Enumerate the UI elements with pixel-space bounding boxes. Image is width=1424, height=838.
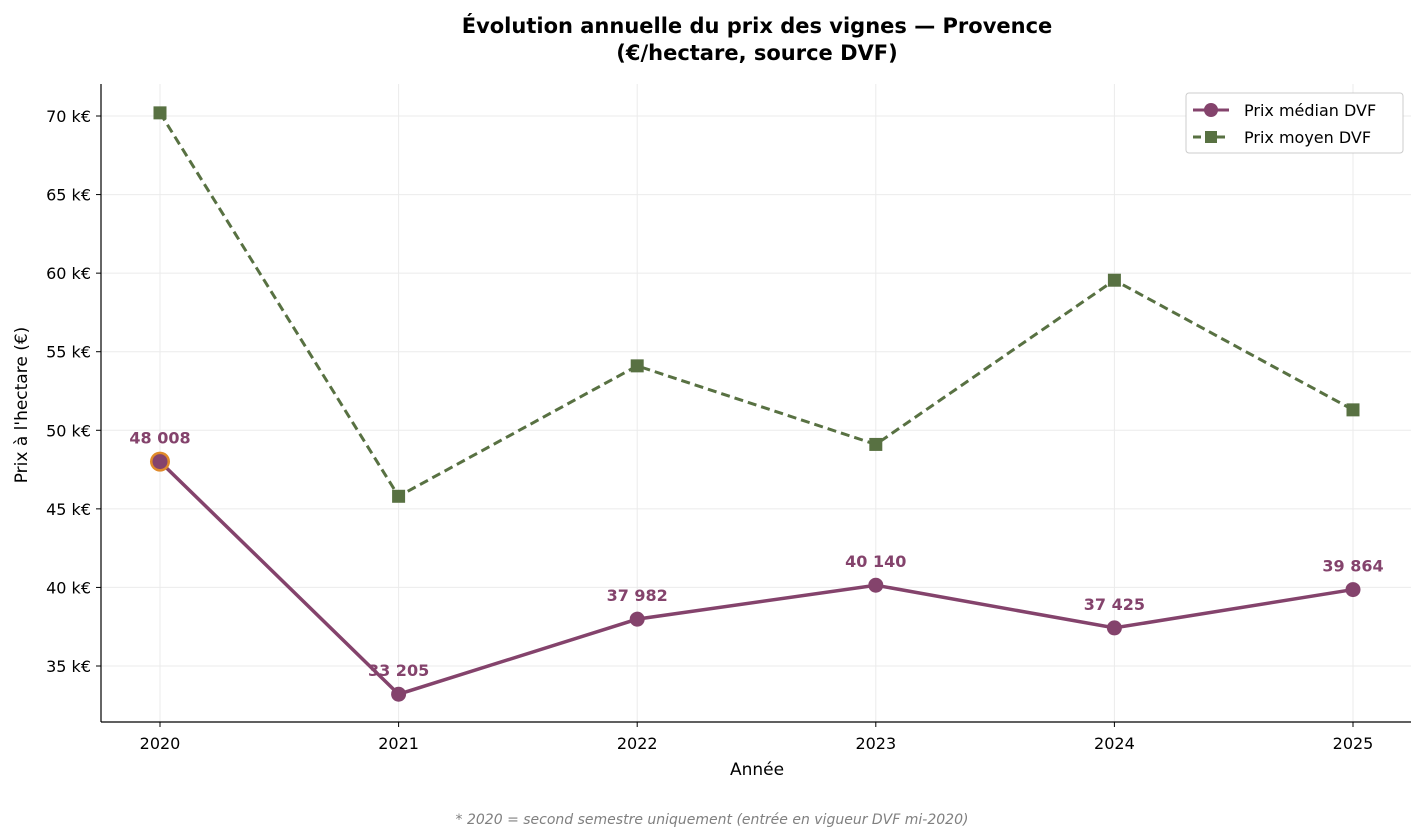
y-tick-label: 65 k€ (46, 186, 91, 205)
x-tick-label: 2024 (1094, 734, 1135, 753)
legend-box (1185, 92, 1404, 154)
x-tick-label: 2023 (855, 734, 896, 753)
x-axis-label: Année (730, 760, 784, 780)
mean-point-marker (1346, 403, 1360, 417)
x-tick-label: 2021 (378, 734, 419, 753)
y-tick-label: 50 k€ (46, 421, 91, 440)
y-axis-ticks: 35 k€ 40 k€ 45 k€ 50 k€ 55 k€ 60 k€ 65 k€ 70 k€ (46, 107, 101, 676)
legend-mean-marker (1205, 131, 1217, 143)
mean-point-marker (1107, 273, 1121, 287)
median-point-marker (152, 454, 168, 470)
grid-lines (101, 84, 1411, 722)
median-point-marker (868, 577, 884, 593)
chart-title-line-1: Évolution annuelle du prix des vignes — … (462, 13, 1053, 38)
legend-median-marker (1204, 103, 1218, 117)
series-line-median (158, 460, 1354, 697)
median-point-marker (391, 686, 407, 702)
legend-mean-label: Prix moyen DVF (1244, 128, 1371, 147)
y-axis-label: Prix à l'hectare (€) (12, 327, 32, 484)
y-tick-label: 35 k€ (46, 657, 91, 676)
series-line-mean (158, 112, 1354, 499)
y-tick-label: 70 k€ (46, 107, 91, 126)
median-data-label: 39 864 (1322, 557, 1383, 576)
median-data-label: 37 425 (1084, 595, 1145, 614)
median-point-marker (1106, 620, 1122, 636)
median-point-marker (629, 611, 645, 627)
mean-point-marker (153, 106, 167, 120)
chart-title-line-2: (€/hectare, source DVF) (616, 41, 897, 65)
x-tick-label: 2020 (140, 734, 181, 753)
y-tick-label: 55 k€ (46, 343, 91, 362)
x-tick-label: 2022 (617, 734, 658, 753)
axes (100, 84, 1411, 723)
y-tick-label: 40 k€ (46, 578, 91, 597)
median-data-label: 40 140 (845, 552, 906, 571)
mean-point-marker (869, 437, 883, 451)
median-data-label: 33 205 (368, 661, 429, 680)
mean-point-marker (392, 489, 406, 503)
median-data-label: 37 982 (607, 586, 668, 605)
median-point-marker (1345, 582, 1361, 598)
legend: Prix médian DVF Prix moyen DVF (1185, 92, 1404, 154)
median-data-label: 48 008 (129, 429, 190, 448)
y-tick-label: 60 k€ (46, 264, 91, 283)
mean-point-marker (630, 359, 644, 373)
x-tick-label: 2025 (1333, 734, 1374, 753)
legend-median-label: Prix médian DVF (1244, 101, 1376, 120)
x-axis-ticks: 2020 2021 2022 2023 2024 2025 (140, 722, 1374, 753)
footnote: * 2020 = second semestre uniquement (ent… (456, 812, 969, 828)
series-layer (150, 106, 1361, 702)
y-tick-label: 45 k€ (46, 500, 91, 519)
data-labels: 48 008 33 205 37 982 40 140 37 425 39 864 (129, 429, 1383, 681)
